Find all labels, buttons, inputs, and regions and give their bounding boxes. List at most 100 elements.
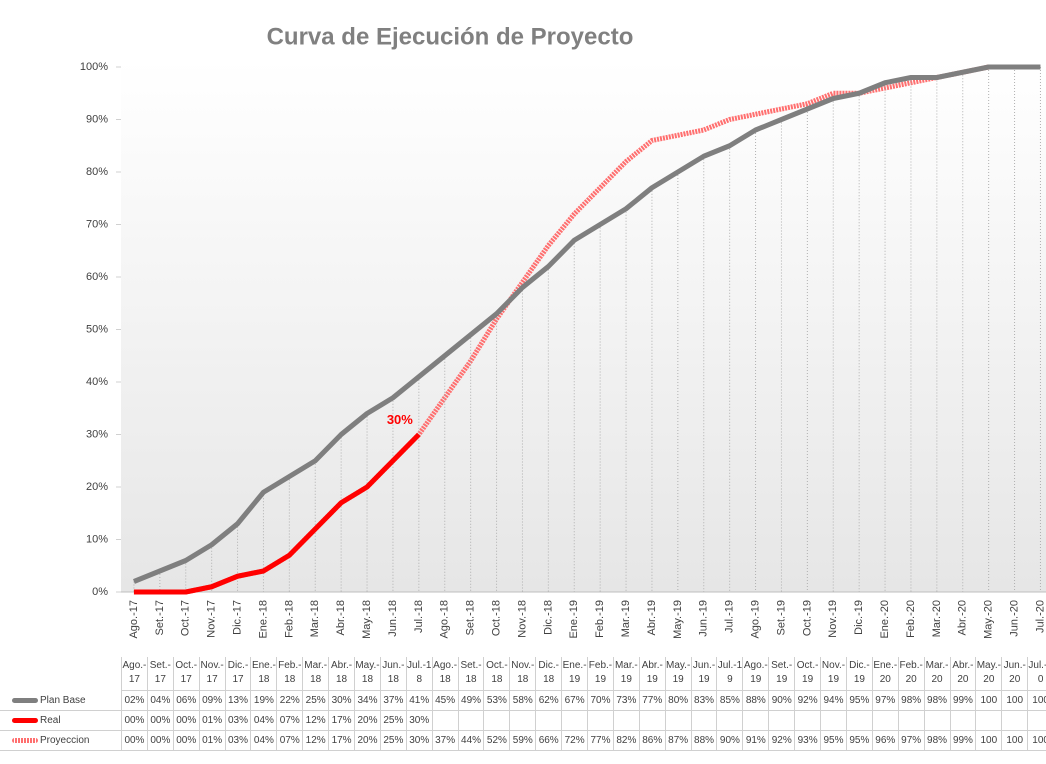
table-category: Mar.-19 bbox=[612, 657, 639, 691]
legend-label: Plan Base bbox=[40, 695, 86, 706]
table-category: Ago.-19 bbox=[742, 657, 769, 691]
table-value: 95% bbox=[820, 731, 846, 751]
table-value: 100 bbox=[975, 691, 1002, 711]
y-tick-label: 10% bbox=[86, 533, 108, 545]
table-category: Dic.-19 bbox=[845, 657, 872, 691]
table-category: Nov.-17 bbox=[198, 657, 225, 691]
table-category: Ago.-17 bbox=[121, 657, 147, 691]
table-category: Feb.-19 bbox=[587, 657, 613, 691]
table-value: 88% bbox=[742, 691, 769, 711]
table-category: Abr.-20 bbox=[949, 657, 976, 691]
table-value bbox=[820, 711, 846, 731]
table-category: May.-18 bbox=[354, 657, 380, 691]
table-value: 44% bbox=[457, 731, 484, 751]
table-category: Set.-18 bbox=[457, 657, 484, 691]
x-tick-label: May.-19 bbox=[672, 600, 684, 639]
table-value bbox=[457, 711, 484, 731]
table-category: Jul.-20 bbox=[1027, 657, 1046, 691]
table-value: 00% bbox=[121, 731, 147, 751]
legend-entry: Proyeccion bbox=[0, 731, 121, 751]
table-value: 34% bbox=[354, 691, 380, 711]
table-value bbox=[483, 711, 510, 731]
table-category: Mar.-20 bbox=[923, 657, 950, 691]
table-value: 12% bbox=[302, 711, 329, 731]
table-value bbox=[897, 711, 924, 731]
table-value: 01% bbox=[198, 711, 225, 731]
table-value bbox=[923, 711, 950, 731]
x-tick-label: Abr.-18 bbox=[335, 600, 347, 635]
table-value: 00% bbox=[146, 731, 173, 751]
table-value: 12% bbox=[302, 731, 329, 751]
table-category: Dic.-18 bbox=[535, 657, 562, 691]
table-value bbox=[535, 711, 562, 731]
table-category: Oct.-18 bbox=[483, 657, 510, 691]
legend-key bbox=[12, 718, 38, 723]
y-tick-label: 100% bbox=[80, 61, 108, 73]
table-value: 53% bbox=[483, 691, 510, 711]
legend-key bbox=[12, 698, 38, 703]
plot-background bbox=[121, 60, 1046, 592]
table-value: 07% bbox=[276, 731, 303, 751]
table-corner bbox=[0, 657, 121, 691]
table-value: 06% bbox=[172, 691, 199, 711]
x-tick-label: Nov.-18 bbox=[516, 600, 528, 638]
x-tick-label: Mar.-19 bbox=[620, 600, 632, 637]
table-value: 00% bbox=[121, 711, 147, 731]
table-value: 59% bbox=[509, 731, 536, 751]
table-category: Jul.-18 bbox=[405, 657, 432, 691]
table-value bbox=[690, 711, 717, 731]
table-value: 87% bbox=[664, 731, 691, 751]
y-tick-label: 0% bbox=[92, 586, 108, 598]
table-value: 41% bbox=[405, 691, 432, 711]
table-category: Ene.-18 bbox=[250, 657, 277, 691]
table-value: 98% bbox=[923, 691, 950, 711]
series-line bbox=[133, 432, 421, 595]
table-category: Set.-17 bbox=[146, 657, 173, 691]
x-tick-label: Jun.-20 bbox=[1008, 600, 1020, 637]
table-value: 30% bbox=[405, 731, 432, 751]
chart: Curva de Ejecución de Proyecto 0% 10% 20% 3… bbox=[80, 23, 1046, 639]
table-value: 25% bbox=[379, 731, 406, 751]
chart-title: Curva de Ejecución de Proyecto bbox=[267, 23, 634, 50]
table-category: Ene.-20 bbox=[871, 657, 898, 691]
x-tick-label: May.-20 bbox=[983, 600, 995, 639]
legend-entry: Plan Base bbox=[0, 691, 121, 711]
x-tick-label: Oct.-19 bbox=[801, 600, 813, 636]
table-value bbox=[1027, 711, 1046, 731]
x-tick-label: Ene.-20 bbox=[879, 600, 891, 639]
table-value bbox=[742, 711, 769, 731]
x-tick-label: Mar.-20 bbox=[931, 600, 943, 637]
table-value: 100 bbox=[975, 731, 1002, 751]
y-tick-label: 90% bbox=[86, 113, 108, 125]
x-tick-label: Jul.-20 bbox=[1034, 600, 1046, 633]
table-value: 83% bbox=[690, 691, 717, 711]
table-value: 25% bbox=[302, 691, 329, 711]
x-tick-label: Dic.-18 bbox=[542, 600, 554, 635]
table-value: 95% bbox=[845, 691, 872, 711]
x-tick-label: Abr.-20 bbox=[957, 600, 969, 635]
x-tick-label: Ago.-19 bbox=[749, 600, 761, 639]
table-value: 00% bbox=[146, 711, 173, 731]
x-tick-label: Oct.-18 bbox=[490, 600, 502, 636]
table-value: 17% bbox=[328, 711, 355, 731]
table-value bbox=[509, 711, 536, 731]
x-tick-label: Jun.-19 bbox=[698, 600, 710, 637]
y-tick-label: 20% bbox=[86, 481, 108, 493]
table-row: Real 00% 00% 00% 01% 03% 04% 07% 12% 17% 20% 25% 30% bbox=[0, 711, 1046, 731]
table-header: Ago.-17 Set.-17 Oct.-17 Nov.-17 Dic.-17 Ene.-… bbox=[0, 657, 1046, 691]
table-category: Jun.-20 bbox=[1001, 657, 1028, 691]
table-value: 100 bbox=[1027, 691, 1046, 711]
x-tick-label: May.-18 bbox=[361, 600, 373, 639]
table-category: Set.-19 bbox=[768, 657, 795, 691]
table-value: 49% bbox=[457, 691, 484, 711]
table-value bbox=[431, 711, 458, 731]
table-value: 52% bbox=[483, 731, 510, 751]
table-value: 80% bbox=[664, 691, 691, 711]
table-row: Proyeccion 00% 00% 00% 01% 03% 04% 07% 12% 17% 20%… bbox=[0, 731, 1046, 751]
y-tick-label: 30% bbox=[86, 428, 108, 440]
table-value: 92% bbox=[794, 691, 821, 711]
table-value: 00% bbox=[172, 731, 199, 751]
y-tick-label: 70% bbox=[86, 218, 108, 230]
x-tick-label: Abr.-19 bbox=[646, 600, 658, 635]
table-category: Feb.-20 bbox=[897, 657, 924, 691]
